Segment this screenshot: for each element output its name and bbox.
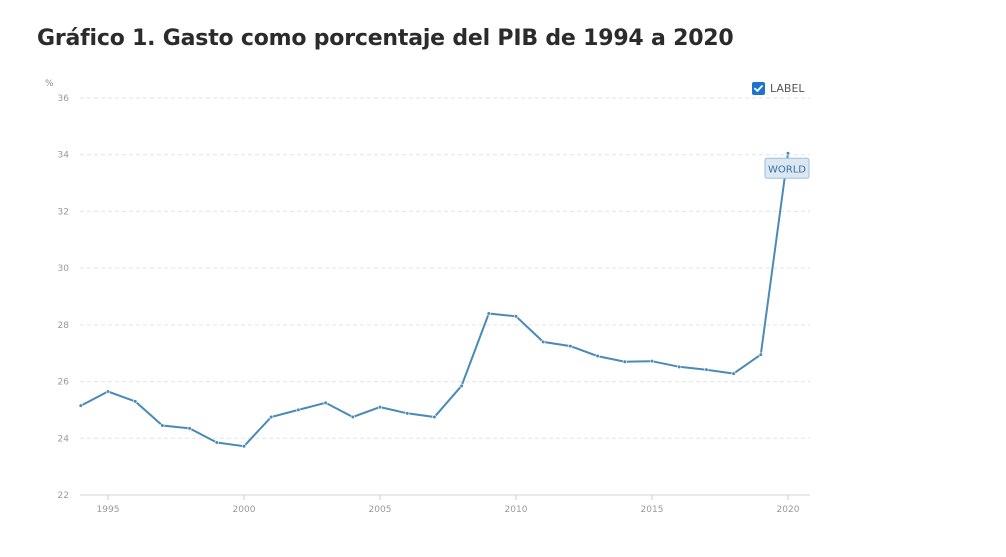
y-tick-label: 28 (58, 321, 70, 331)
data-point[interactable] (78, 403, 83, 408)
series-line-world (80, 153, 789, 448)
y-tick-label: 34 (58, 151, 70, 161)
data-point[interactable] (187, 426, 192, 431)
data-point[interactable] (160, 423, 165, 428)
data-points (78, 151, 791, 449)
y-tick-label: 30 (58, 264, 70, 274)
annotation-label: WORLD (768, 164, 806, 175)
data-point[interactable] (731, 371, 736, 376)
data-point[interactable] (350, 414, 355, 420)
data-point[interactable] (105, 389, 111, 394)
x-tick-label: 2000 (233, 505, 256, 515)
annotation-box (764, 157, 810, 179)
data-point[interactable] (133, 399, 138, 404)
data-point[interactable] (785, 151, 791, 156)
data-point[interactable] (649, 359, 655, 364)
y-axis-unit-label: % (45, 79, 54, 89)
legend-label: LABEL (770, 82, 805, 95)
data-point[interactable] (758, 352, 763, 357)
x-tick-label: 1995 (97, 505, 120, 515)
data-point[interactable] (241, 444, 247, 449)
data-point[interactable] (486, 311, 491, 316)
data-point[interactable] (622, 359, 627, 364)
y-tick-label: 32 (58, 207, 69, 217)
data-point[interactable] (513, 314, 519, 319)
data-point[interactable] (269, 414, 274, 420)
chart-title: Gráfico 1. Gasto como porcentaje del PIB… (37, 26, 734, 51)
gridlines (80, 97, 810, 496)
y-axis-ticks: 22 24 26 28 30 32 34 36 (58, 94, 70, 501)
data-point[interactable] (296, 407, 301, 413)
x-tick-label: 2010 (505, 505, 528, 515)
legend-toggle[interactable]: LABEL (752, 82, 805, 95)
x-tick-label: 2020 (777, 505, 800, 515)
data-point[interactable] (677, 364, 682, 369)
x-tick-label: 2015 (641, 505, 664, 515)
data-point[interactable] (432, 414, 437, 420)
data-point[interactable] (595, 353, 600, 359)
data-point[interactable] (214, 440, 219, 445)
data-point[interactable] (704, 367, 709, 372)
y-tick-label: 22 (58, 491, 69, 501)
data-point[interactable] (459, 383, 464, 388)
y-tick-label: 26 (58, 378, 70, 388)
data-point[interactable] (541, 339, 546, 344)
x-axis-ticks: 1995 2000 2005 2010 2015 2020 (97, 495, 800, 515)
data-point[interactable] (405, 411, 410, 416)
data-point[interactable] (568, 344, 573, 349)
series-annotation: WORLD (764, 157, 810, 179)
y-tick-label: 36 (58, 94, 70, 104)
checkbox-checked-icon[interactable] (752, 82, 765, 95)
x-tick-label: 2005 (369, 505, 392, 515)
y-tick-label: 24 (58, 434, 70, 444)
data-point[interactable] (323, 400, 328, 405)
data-point[interactable] (377, 404, 383, 410)
